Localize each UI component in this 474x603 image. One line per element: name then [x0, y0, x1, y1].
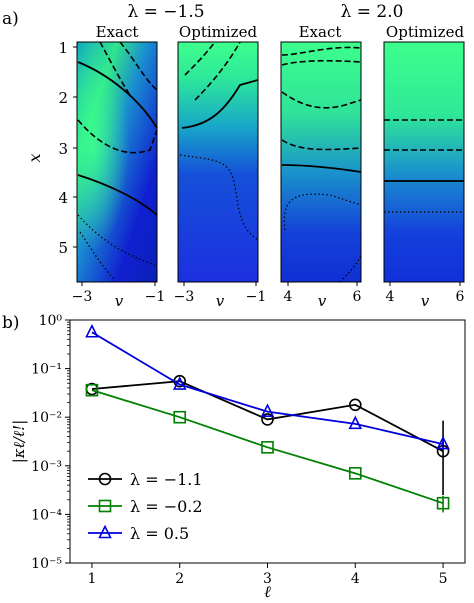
group-1-title: λ = −1.5: [127, 2, 204, 22]
x-tick-opt2-left: 4: [386, 289, 395, 305]
series-line: [91, 389, 444, 505]
legend-marker: [98, 472, 112, 486]
data-point: [436, 496, 450, 510]
heatmap-exact-2: [280, 41, 362, 283]
data-point: [348, 467, 362, 480]
y-tick-label: 10⁻²: [31, 410, 62, 426]
heatmap-optimized-1: [177, 41, 259, 283]
y-axis-label: x: [25, 153, 44, 162]
y-tick-label: 10⁻³: [31, 459, 62, 475]
heatmap-optimized-2: [383, 41, 465, 283]
x-axis-label-2: v: [216, 292, 225, 310]
data-point: [436, 435, 450, 450]
x-axis-label-4: v: [421, 292, 430, 310]
y-tick-label: 10⁻⁴: [31, 507, 62, 523]
x-axis-label-3: v: [318, 292, 327, 310]
legend-label: λ = 0.5: [130, 524, 189, 543]
x-tick-label: 1: [87, 571, 96, 587]
y-tick-label: 10⁻⁵: [31, 556, 62, 572]
x-tick-label: 2: [175, 571, 184, 587]
heatmap-exact-1: [76, 41, 158, 283]
x-tick-label: 5: [439, 571, 448, 587]
legend-marker: [98, 524, 112, 539]
y-tick-4: 4: [58, 189, 68, 207]
panel-a-y-axis: 1 2 3 4 5 x: [25, 39, 77, 257]
subtitle-optimized-2: Optimized: [386, 23, 465, 41]
x-tick-opt1-left: −3: [174, 289, 195, 305]
legend-label: λ = −0.2: [130, 497, 203, 516]
x-axis-label-1: v: [115, 292, 124, 310]
subtitle-exact-2: Exact: [299, 23, 342, 41]
data-point: [173, 410, 187, 424]
data-point: [261, 413, 274, 426]
x-tick-label: 4: [351, 571, 360, 587]
y-tick-label: 10⁰: [39, 313, 63, 329]
y-tick-1: 1: [58, 39, 68, 57]
panel-b-label: b): [2, 313, 20, 333]
series-1: [85, 383, 450, 513]
data-point: [85, 383, 99, 397]
subtitle-exact-1: Exact: [96, 23, 139, 41]
x-tick-exact1-right: −1: [145, 289, 166, 305]
x-tick-opt1-right: −1: [246, 289, 267, 305]
legend: λ = −1.1 λ = −0.2 λ = 0.5: [88, 470, 203, 543]
x-tick-exact1-left: −3: [72, 289, 93, 305]
x-tick-exact2-left: 4: [284, 289, 293, 305]
data-point: [348, 415, 363, 430]
subtitle-optimized-1: Optimized: [179, 23, 258, 41]
y-tick-3: 3: [58, 140, 68, 158]
panel-a-label: a): [2, 9, 19, 29]
legend-label: λ = −1.1: [130, 470, 203, 489]
data-point: [261, 441, 274, 454]
y-tick-label: 10⁻¹: [31, 362, 62, 378]
group-2-title: λ = 2.0: [341, 2, 404, 22]
legend-marker: [98, 499, 112, 513]
x-tick-opt2-right: 6: [456, 289, 465, 305]
y-axis-label: |κℓ/ℓ!|: [10, 420, 28, 464]
x-tick-label: 3: [263, 571, 272, 587]
series-2: [85, 323, 450, 450]
data-point: [85, 323, 99, 338]
data-point: [260, 403, 275, 417]
data-point: [348, 398, 362, 412]
y-tick-5: 5: [58, 239, 68, 257]
data-point: [172, 376, 187, 390]
x-axis-label: ℓ: [264, 582, 271, 601]
y-tick-2: 2: [58, 89, 68, 107]
series-line: [91, 380, 444, 452]
chart-b: 10⁰ 10⁻¹ 10⁻² 10⁻³ 10⁻⁴ 10⁻⁵ 1 2 3 4 5 ℓ |κℓ/ℓ!| λ = …: [10, 313, 466, 601]
x-tick-exact2-right: 6: [353, 289, 362, 305]
panel-a-x-axes: −3 −1 −3 −1 4 6 4 6 v v v v: [72, 282, 465, 310]
series-line: [91, 331, 444, 445]
